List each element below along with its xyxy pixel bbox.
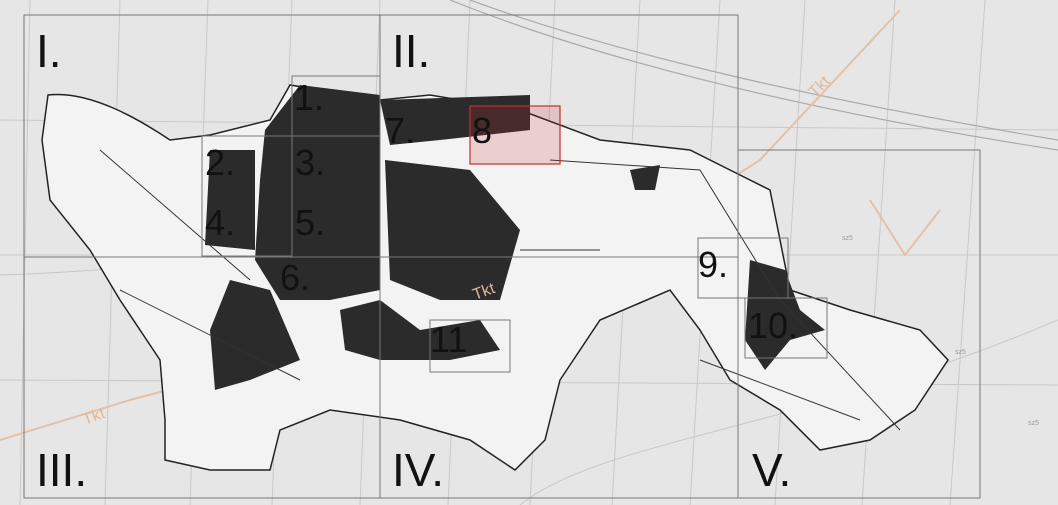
contour-label: sz5: [1028, 420, 1039, 427]
parcel-label: 4.: [205, 202, 235, 243]
sheet-frames: [23, 14, 981, 499]
road-label: Tkt: [471, 280, 498, 304]
parcel-label: 2.: [205, 142, 235, 183]
contour-label: sz5: [955, 349, 966, 356]
highlighted-parcel: [469, 105, 561, 165]
parcel-label: 7.: [385, 110, 415, 151]
parcel-label: 9.: [698, 244, 728, 285]
parcel-label: 11: [430, 319, 467, 360]
parcel-label: 10.: [748, 305, 798, 346]
sheet-label: II.: [392, 25, 430, 77]
sheet-label: I.: [36, 25, 62, 77]
parcel-label: 3.: [295, 142, 325, 183]
road: [449, 0, 1058, 151]
parcel-label: 1.: [294, 77, 324, 118]
sheet-label: III.: [36, 444, 87, 496]
sheet-label: V.: [752, 444, 791, 496]
parcel-label: 6.: [280, 257, 310, 298]
parcel-label: 5.: [295, 202, 325, 243]
labels: I. II.III. IV. V.1.2. 3.4. 5.6.7. 89.10.11TktT…: [36, 25, 1039, 496]
road-label: Tkt: [81, 405, 108, 429]
parcel-label: 8: [472, 110, 492, 151]
contour-label: sz5: [842, 235, 853, 242]
sheet-label: IV.: [392, 444, 444, 496]
streets: [99, 149, 901, 431]
